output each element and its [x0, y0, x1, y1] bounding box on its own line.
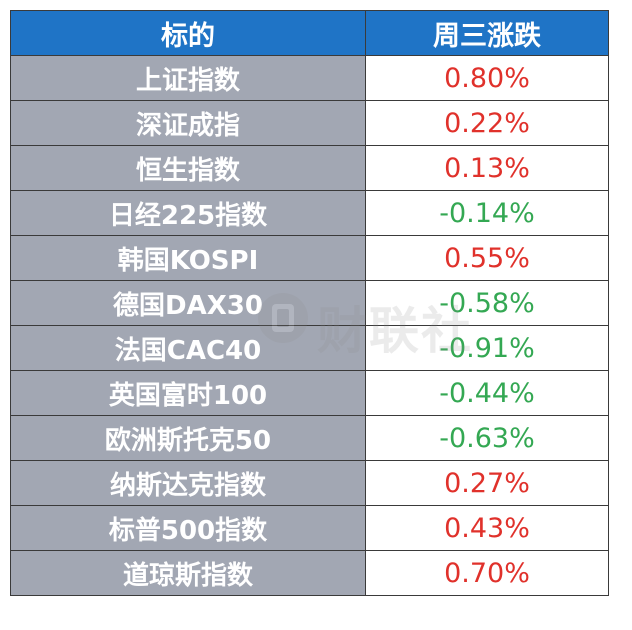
index-name: 欧洲斯托克50	[10, 415, 366, 461]
table-row: 标普500指数 0.43%	[10, 505, 609, 551]
index-name: 德国DAX30	[10, 280, 366, 326]
table-row: 上证指数 0.80%	[10, 55, 609, 101]
index-name: 法国CAC40	[10, 325, 366, 371]
table-header-row: 标的 周三涨跌	[10, 10, 609, 56]
header-name: 标的	[10, 10, 366, 56]
index-name: 标普500指数	[10, 505, 366, 551]
table-row: 英国富时100 -0.44%	[10, 370, 609, 416]
index-change: -0.91%	[365, 325, 609, 371]
index-change: 0.80%	[365, 55, 609, 101]
index-name: 深证成指	[10, 100, 366, 146]
index-change: -0.58%	[365, 280, 609, 326]
index-name: 韩国KOSPI	[10, 235, 366, 281]
index-name: 日经225指数	[10, 190, 366, 236]
table-row: 韩国KOSPI 0.55%	[10, 235, 609, 281]
table-row: 日经225指数 -0.14%	[10, 190, 609, 236]
index-change-table: 标的 周三涨跌 上证指数 0.80% 深证成指 0.22% 恒生指数 0.13%…	[10, 10, 609, 596]
table-row: 法国CAC40 -0.91%	[10, 325, 609, 371]
index-change: 0.55%	[365, 235, 609, 281]
index-change: -0.44%	[365, 370, 609, 416]
index-name: 恒生指数	[10, 145, 366, 191]
index-change: 0.70%	[365, 550, 609, 596]
index-name: 道琼斯指数	[10, 550, 366, 596]
table-row: 欧洲斯托克50 -0.63%	[10, 415, 609, 461]
index-change: -0.63%	[365, 415, 609, 461]
table-body: 上证指数 0.80% 深证成指 0.22% 恒生指数 0.13% 日经225指数…	[10, 55, 609, 596]
index-change: 0.43%	[365, 505, 609, 551]
index-name: 上证指数	[10, 55, 366, 101]
market-table-container: 标的 周三涨跌 上证指数 0.80% 深证成指 0.22% 恒生指数 0.13%…	[10, 10, 609, 596]
index-change: 0.13%	[365, 145, 609, 191]
index-change: 0.27%	[365, 460, 609, 506]
table-row: 德国DAX30 -0.58%	[10, 280, 609, 326]
table-row: 深证成指 0.22%	[10, 100, 609, 146]
table-row: 纳斯达克指数 0.27%	[10, 460, 609, 506]
index-change: -0.14%	[365, 190, 609, 236]
table-row: 恒生指数 0.13%	[10, 145, 609, 191]
index-change: 0.22%	[365, 100, 609, 146]
index-name: 纳斯达克指数	[10, 460, 366, 506]
index-name: 英国富时100	[10, 370, 366, 416]
table-row: 道琼斯指数 0.70%	[10, 550, 609, 596]
header-change: 周三涨跌	[365, 10, 609, 56]
